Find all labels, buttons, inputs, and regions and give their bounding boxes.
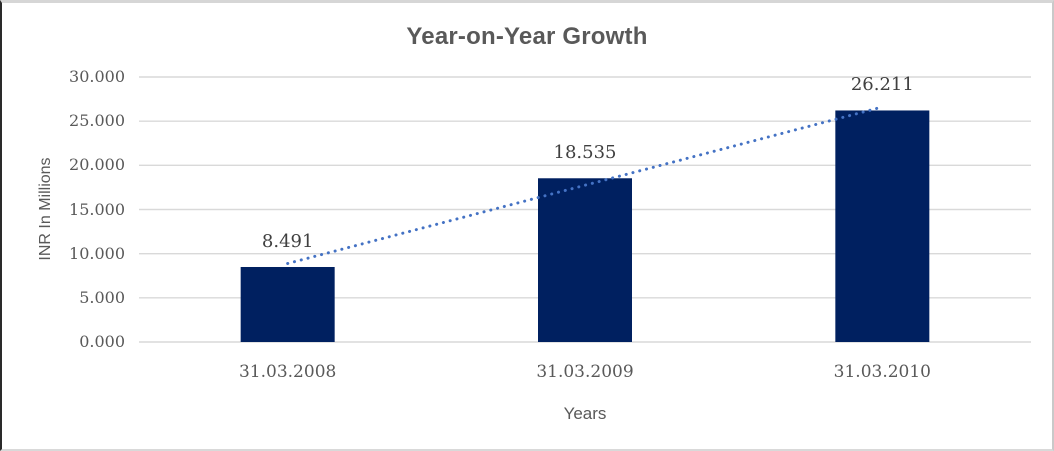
bar-data-label: 8.491 bbox=[261, 230, 314, 252]
chart-title: Year-on-Year Growth bbox=[406, 23, 648, 50]
y-tick-label: 0.000 bbox=[79, 332, 125, 351]
y-tick-label: 30.000 bbox=[69, 67, 125, 86]
x-category-label: 31.03.2010 bbox=[833, 362, 931, 382]
bar[interactable] bbox=[240, 266, 335, 342]
y-tick-label: 5.000 bbox=[79, 287, 125, 307]
y-tick-label: 25.000 bbox=[69, 111, 125, 131]
bar[interactable] bbox=[835, 110, 930, 342]
y-tick-label: 10.000 bbox=[69, 243, 125, 263]
x-axis-title: Years bbox=[563, 404, 607, 423]
x-category-label: 31.03.2008 bbox=[238, 362, 337, 382]
bar[interactable] bbox=[538, 178, 632, 342]
y-tick-label: 15.000 bbox=[69, 199, 125, 219]
trendline[interactable] bbox=[286, 105, 884, 266]
y-axis-title: INR In Millions bbox=[37, 157, 54, 261]
y-tick-label: 20.000 bbox=[69, 155, 125, 175]
x-category-label: 31.03.2009 bbox=[536, 362, 634, 382]
bar-chart-svg[interactable] bbox=[139, 76, 1031, 343]
bar-data-label: 18.535 bbox=[553, 142, 617, 164]
bar-data-label: 26.211 bbox=[850, 74, 914, 96]
